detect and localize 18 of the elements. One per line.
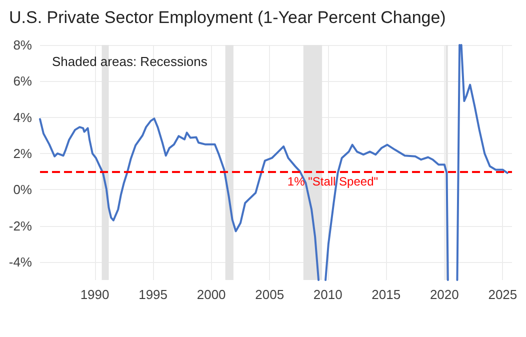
- x-tick-label: 2020: [430, 287, 459, 302]
- x-tick-label: 2005: [255, 287, 284, 302]
- y-tick-label: 4%: [13, 110, 32, 125]
- y-tick-label: -2%: [8, 218, 32, 234]
- x-tick-label: 2025: [488, 287, 518, 302]
- annotation: Shaded areas: Recessions: [52, 54, 208, 69]
- y-tick-label: 0%: [13, 182, 32, 198]
- x-tick-label: 1995: [138, 287, 168, 302]
- y-tick-label: -4%: [8, 254, 32, 270]
- ref-line-label: 1% "Stall Speed": [287, 174, 378, 189]
- y-tick-label: 8%: [13, 38, 32, 52]
- y-tick-label: 6%: [13, 74, 32, 89]
- chart-title: U.S. Private Sector Employment (1-Year Percent Change): [9, 8, 446, 27]
- x-tick-label: 2015: [372, 287, 401, 302]
- y-tick-label: 2%: [13, 146, 32, 161]
- x-tick-label: 2000: [196, 287, 226, 302]
- x-tick-label: 1990: [80, 287, 110, 302]
- x-tick-label: 2010: [313, 287, 342, 302]
